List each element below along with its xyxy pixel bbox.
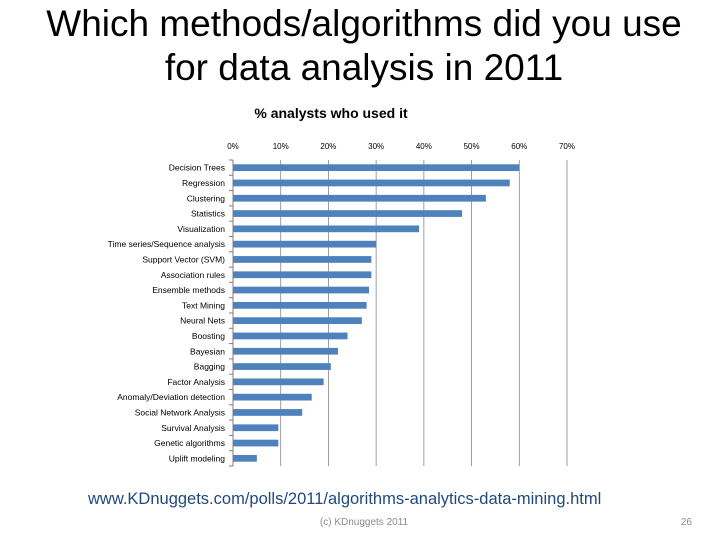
bars	[233, 164, 520, 462]
bar	[233, 301, 367, 309]
category-label: Factor Analysis	[167, 377, 225, 387]
bar	[233, 378, 324, 386]
bar	[233, 393, 312, 401]
bar	[233, 332, 348, 340]
x-tick-label: 50%	[464, 142, 480, 151]
bar	[233, 439, 279, 447]
category-label: Clustering	[187, 193, 226, 203]
category-label: Decision Trees	[169, 163, 225, 173]
category-labels: Decision Trees Regression Clustering Statis…	[108, 159, 233, 467]
bar	[233, 286, 369, 294]
category-label: Visualization	[177, 224, 225, 234]
bar	[233, 210, 463, 217]
category-label: Ensemble methods	[152, 285, 225, 295]
bar	[233, 271, 372, 279]
x-tick-label: 60%	[511, 142, 527, 151]
x-tick-label: 40%	[416, 142, 432, 151]
footer-copyright: (c) KDnuggets 2011	[319, 517, 409, 528]
bar	[233, 454, 257, 462]
gridlines	[280, 160, 568, 466]
bar	[233, 240, 377, 248]
chart-title: % analysts who used it	[254, 105, 408, 121]
category-label: Social Network Analysis	[135, 407, 225, 417]
category-label: Bayesian	[190, 346, 225, 356]
category-label: Bagging	[194, 362, 225, 372]
bar	[233, 409, 303, 416]
bar	[233, 225, 420, 233]
bar	[233, 424, 279, 432]
x-tick-label: 0%	[227, 142, 239, 151]
source-url[interactable]: www.KDnuggets.com/polls/2011/algorithms-…	[88, 490, 602, 508]
category-label: Association rules	[161, 270, 225, 280]
bar	[233, 317, 362, 325]
category-label: Support Vector (SVM)	[142, 254, 225, 264]
category-label: Regression	[182, 178, 225, 188]
bar	[233, 164, 520, 172]
bar	[233, 363, 331, 370]
x-axis-tick-labels: 0% 10% 20% 30% 40% 50% 60% 70%	[227, 142, 575, 151]
category-label: Genetic algorithms	[154, 438, 225, 448]
x-tick-label: 30%	[368, 142, 384, 151]
category-label: Anomaly/Deviation detection	[117, 392, 225, 402]
category-label: Survival Analysis	[161, 423, 225, 433]
category-label: Time series/Sequence analysis	[108, 239, 225, 249]
bar	[233, 179, 510, 187]
category-label: Neural Nets	[180, 316, 225, 326]
x-tick-label: 70%	[559, 142, 575, 151]
bar	[233, 347, 338, 355]
category-label: Text Mining	[182, 300, 225, 310]
x-tick-label: 10%	[273, 142, 289, 151]
bar	[233, 194, 486, 202]
page-number: 26	[680, 517, 692, 528]
bar	[233, 256, 372, 263]
category-label: Uplift modeling	[169, 453, 225, 463]
category-label: Statistics	[191, 209, 225, 219]
category-label: Boosting	[192, 331, 225, 341]
x-tick-label: 20%	[320, 142, 336, 151]
slide-title: Which methods/algorithms did you use for…	[46, 3, 682, 88]
